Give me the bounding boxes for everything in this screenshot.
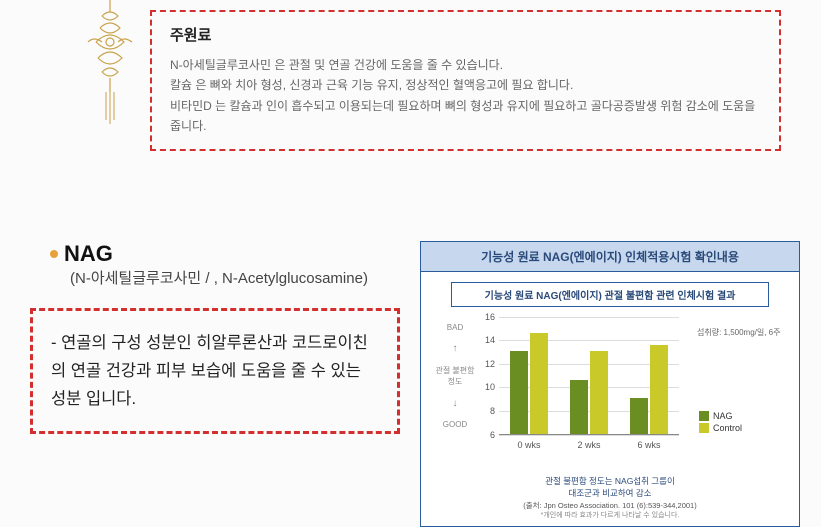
chart-footnote: 관절 불편함 정도는 NAG섭취 그룹이 대조군과 비교하여 감소 (출처: J…	[421, 473, 799, 526]
nag-description: - 연골의 구성 성분인 히알루론산과 코드로이친의 연골 건강과 피부 보습에…	[51, 329, 379, 413]
ingredient-line: 칼슘 은 뼈와 치아 형성, 신경과 근육 기능 유지, 정상적인 혈액응고에 …	[170, 75, 761, 95]
chart-body: BAD ↑ 관절 불편함 정도 ↓ GOOD 68101214160 wks2 …	[421, 313, 799, 473]
chart-legend: NAG Control	[699, 411, 742, 435]
nag-description-box: - 연골의 구성 성분인 히알루론산과 코드로이친의 연골 건강과 피부 보습에…	[30, 308, 400, 434]
ingredient-line: 비타민D 는 칼슘과 인이 흡수되고 이용되는데 필요하며 뼈의 형성과 유지에…	[170, 96, 761, 137]
bullet-icon	[50, 250, 58, 258]
main-ingredients-title: 주원료	[170, 24, 761, 45]
dose-label: 섭취량: 1,500mg/일, 6주	[697, 327, 781, 338]
nag-heading: NAG (N-아세틸글루코사민 / , N-Acetylglucosamine)	[50, 241, 400, 288]
chart-panel: 기능성 원료 NAG(엔에이지) 인체적용시험 확인내용 기능성 원료 NAG(…	[420, 241, 800, 527]
nag-subtitle: (N-아세틸글루코사민 / , N-Acetylglucosamine)	[70, 267, 400, 288]
bar-chart: 68101214160 wks2 wks6 wks	[499, 317, 679, 435]
chart-subtitle: 기능성 원료 NAG(엔에이지) 관절 불편함 관련 인체시험 결과	[451, 282, 769, 307]
ingredient-line: N-아세틸글루코사민 은 관절 및 연골 건강에 도움을 줄 수 있습니다.	[170, 55, 761, 75]
y-axis-label: BAD ↑ 관절 불편함 정도 ↓ GOOD	[429, 317, 481, 435]
knot-ornament-icon	[80, 0, 140, 130]
main-ingredients-box: 주원료 N-아세틸글루코사민 은 관절 및 연골 건강에 도움을 줄 수 있습니…	[150, 10, 781, 151]
chart-title: 기능성 원료 NAG(엔에이지) 인체적용시험 확인내용	[421, 242, 799, 272]
